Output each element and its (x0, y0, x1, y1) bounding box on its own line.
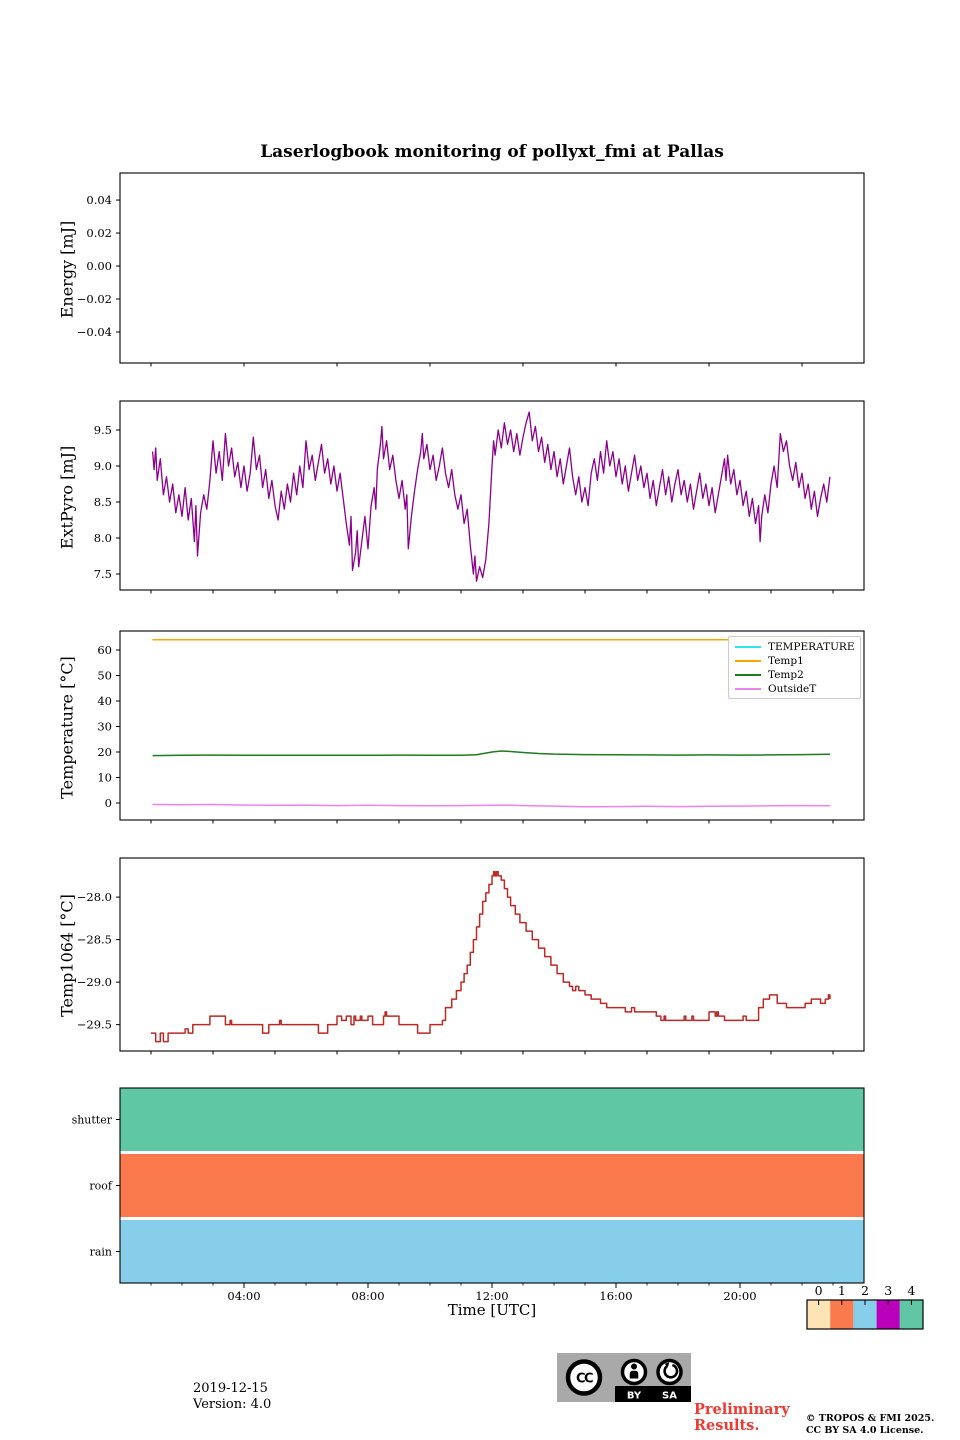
temp1064-line (151, 870, 831, 1043)
footer-date-version: 2019-12-15 Version: 4.0 (193, 1381, 271, 1412)
extpyro-frame (119, 400, 865, 591)
colorbar-segment-0 (807, 1300, 831, 1329)
preliminary-line1: Preliminary (694, 1401, 790, 1418)
colorbar-label: 1 (838, 1283, 846, 1298)
status-plot: shutter roof rain 04:00 08:00 12:00 16:00 20:00 (72, 1087, 865, 1303)
colorbar-label: 0 (815, 1283, 823, 1298)
colorbar-label: 3 (884, 1283, 892, 1298)
y-tick-label: 60 (97, 643, 112, 657)
date-text: 2019-12-15 (193, 1381, 268, 1396)
y-tick-label: 50 (97, 669, 112, 683)
preliminary-results-note: Preliminary Results. (694, 1402, 790, 1434)
y-tick-label: 8.0 (94, 531, 112, 545)
colorbar-segment-2 (853, 1300, 877, 1329)
x-tick-label: 04:00 (227, 1289, 260, 1303)
extpyro-plot: 9.5 9.0 8.5 8.0 7.5 (94, 400, 865, 594)
y-tick-label: 0 (105, 796, 112, 810)
y-tick-label: −0.02 (77, 292, 112, 306)
extpyro-line (151, 411, 831, 582)
colorbar-label: 4 (907, 1283, 915, 1298)
legend-label: Temp2 (768, 669, 804, 681)
legend-label: OutsideT (768, 683, 817, 695)
y-tick-label: −0.04 (77, 325, 112, 339)
colorbar-segment-3 (876, 1300, 900, 1329)
x-tick-label: 16:00 (599, 1289, 632, 1303)
legend-line-swatch (735, 660, 761, 662)
legend-item-temp1: Temp1 (729, 654, 860, 668)
temp1064-frame (119, 857, 865, 1052)
colorbar-label: 2 (861, 1283, 869, 1298)
badge-black-bar (615, 1386, 691, 1402)
x-tick-label: 12:00 (475, 1289, 508, 1303)
person-body (629, 1370, 639, 1379)
legend-label: TEMPERATURE (768, 641, 855, 653)
y-tick-label: 40 (97, 694, 112, 708)
y-tick-label: 7.5 (94, 567, 112, 581)
legend-line-swatch (735, 646, 761, 648)
x-axis-label: Time [UTC] (447, 1301, 537, 1319)
y-tick-label: 9.5 (94, 423, 112, 437)
energy-ylabel: Energy [mJ] (57, 220, 77, 319)
cc-text: CC (576, 1372, 593, 1387)
shutter-label: shutter (72, 1114, 113, 1127)
y-tick-label: −28.5 (77, 933, 112, 947)
y-tick-label: 0.00 (86, 259, 112, 273)
y-tick-label: −28.0 (77, 890, 112, 904)
energy-frame (119, 172, 865, 364)
figure-title: Laserlogbook monitoring of pollyxt_fmi a… (260, 142, 724, 162)
version-text: Version: 4.0 (193, 1396, 272, 1412)
y-tick-label: −29.0 (77, 975, 112, 989)
y-tick-label: 0.02 (86, 226, 112, 240)
rain-label: rain (90, 1246, 112, 1259)
x-tick-label: 20:00 (723, 1289, 756, 1303)
shutter-bar (120, 1088, 864, 1151)
person-head (631, 1363, 637, 1370)
temperature-frame (119, 630, 865, 821)
y-tick-label: 8.5 (94, 495, 112, 509)
temperature-plot: 60 50 40 30 20 10 0 (97, 630, 865, 824)
rain-bar (120, 1220, 864, 1283)
x-tick-label: 08:00 (351, 1289, 384, 1303)
y-tick-label: 9.0 (94, 459, 112, 473)
sa-arrowhead (664, 1362, 670, 1368)
colorbar-segment-1 (830, 1300, 854, 1329)
temp2-line (152, 750, 830, 757)
roof-bar (120, 1154, 864, 1217)
y-tick-label: 30 (97, 720, 112, 734)
y-tick-label: 0.04 (86, 193, 112, 207)
sa-text: SA (662, 1391, 677, 1402)
colorbar-frame (806, 1299, 924, 1330)
sa-arc (663, 1363, 679, 1379)
legend-item-temperature: TEMPERATURE (729, 640, 860, 654)
extpyro-ylabel: ExtPyro [mJ] (57, 445, 77, 550)
status-frame (119, 1087, 865, 1284)
legend-label: Temp1 (768, 655, 804, 667)
y-tick-label: −29.5 (77, 1018, 112, 1032)
copyright-line1: © TROPOS & FMI 2025. (806, 1413, 935, 1424)
legend-line-swatch (735, 688, 761, 690)
energy-plot: 0.04 0.02 0.00 −0.02 −0.04 (77, 172, 865, 367)
colorbar-segment-4 (899, 1300, 923, 1329)
preliminary-line2: Results. (694, 1417, 760, 1434)
temperature-ylabel: Temperature [°C] (57, 656, 77, 799)
legend-line-swatch (735, 674, 761, 676)
temperature-legend: TEMPERATURE Temp1 Temp2 OutsideT (728, 636, 861, 699)
temp1064-plot: −28.0 −28.5 −29.0 −29.5 (77, 857, 865, 1055)
roof-label: roof (89, 1180, 113, 1193)
legend-item-temp2: Temp2 (729, 668, 860, 682)
cc-by-sa-badge: CC BY SA (557, 1353, 691, 1402)
y-tick-label: 10 (97, 771, 112, 785)
legend-item-outsidet: OutsideT (729, 682, 860, 696)
temp1064-ylabel: Temp1064 [°C] (57, 894, 77, 1017)
copyright-line2: CC BY SA 4.0 License. (806, 1425, 924, 1436)
copyright-note: © TROPOS & FMI 2025. CC BY SA 4.0 Licens… (806, 1413, 934, 1437)
cc-circle-icon (565, 1359, 603, 1396)
y-tick-label: 20 (97, 745, 112, 759)
by-text: BY (627, 1391, 642, 1402)
outsidet-line (152, 803, 830, 808)
